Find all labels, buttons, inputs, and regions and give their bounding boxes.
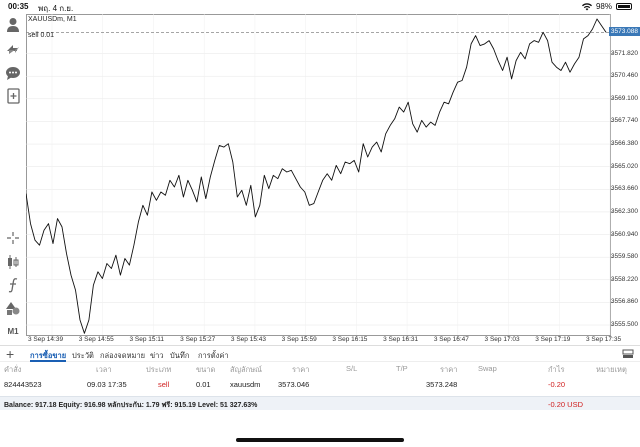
status-right: 98%	[581, 2, 632, 11]
col-sl: S/L	[346, 364, 358, 373]
tab-journal[interactable]: บันทึก	[170, 351, 190, 360]
time-label: 3 Sep 15:59	[281, 336, 317, 343]
tab-news[interactable]: ข่าว	[150, 351, 164, 360]
battery-icon	[616, 3, 632, 10]
order-time: 09.03 17:35	[87, 380, 127, 389]
chart-symbol: XAUUSDm, M1	[28, 16, 77, 23]
candles-icon[interactable]	[4, 253, 22, 271]
price-level-label: 3566.380	[610, 140, 638, 148]
wifi-icon	[581, 2, 592, 10]
chat-icon[interactable]	[4, 64, 22, 82]
time-label: 3 Sep 14:55	[78, 336, 114, 343]
balance-bar: Balance: 917.18 Equity: 916.98 หลักประกั…	[0, 396, 640, 410]
order-line-label: sell 0.01	[28, 32, 55, 39]
time-label: 3 Sep 15:11	[129, 336, 165, 343]
time-label: 3 Sep 15:27	[180, 336, 216, 343]
battery-percent: 98%	[595, 2, 612, 11]
price-level-label: 3555.500	[610, 321, 638, 329]
price-line	[26, 18, 607, 334]
status-bar: 00:35 พฤ. 4 ก.ย. 98%	[0, 0, 640, 14]
time-label: 3 Sep 14:39	[28, 336, 64, 343]
col-tp: T/P	[396, 364, 408, 373]
price-chart[interactable]: XAUUSDm, M1 sell 0.01 3571.820 3570.460 35…	[26, 14, 640, 343]
time-label: 3 Sep 17:03	[484, 336, 520, 343]
order-price-current: 3573.248	[426, 380, 458, 389]
col-symbol: สัญลักษณ์	[230, 365, 263, 374]
order-id: 824443523	[4, 380, 42, 389]
add-icon[interactable]: +	[6, 346, 15, 362]
price-level-label: 3559.580	[610, 253, 638, 261]
price-level-label: 3563.660	[610, 185, 638, 193]
chart-svg	[26, 14, 613, 338]
price-level-label: 3570.460	[610, 72, 638, 80]
current-price-tag: 3573.088	[608, 27, 640, 37]
balance-pl: -0.20 USD	[548, 400, 584, 409]
price-level-label: 3571.820	[610, 49, 638, 57]
col-profit: กำไร	[548, 365, 565, 374]
col-swap: Swap	[478, 364, 497, 373]
col-note: หมายเหตุ	[596, 365, 627, 374]
active-tab-indicator	[30, 360, 66, 362]
price-level-label: 3562.300	[610, 207, 638, 215]
order-size: 0.01	[196, 380, 211, 389]
tab-history[interactable]: ประวัติ	[72, 351, 94, 360]
add-document-icon[interactable]	[4, 87, 22, 105]
tab-mailbox[interactable]: กล่องจดหมาย	[100, 351, 146, 360]
col-order: คำสั่ง	[4, 365, 22, 374]
price-level-label: 3565.020	[610, 162, 638, 170]
price-level-label: 3556.860	[610, 298, 638, 306]
price-level-label: 3567.740	[610, 117, 638, 125]
order-profit: -0.20	[548, 380, 566, 389]
chart-toolbar: M1	[0, 14, 26, 339]
table-header: คำสั่ง เวลา ประเภท ขนาด สัญลักษณ์ ราคา S…	[0, 364, 640, 378]
time-label: 3 Sep 16:31	[383, 336, 419, 343]
shapes-icon[interactable]	[4, 299, 22, 317]
time-label: 3 Sep 17:19	[535, 336, 571, 343]
col-size: ขนาด	[196, 365, 216, 374]
order-price-open: 3573.046	[278, 380, 310, 389]
time-label: 3 Sep 16:15	[332, 336, 368, 343]
col-time: เวลา	[96, 365, 112, 374]
home-indicator[interactable]	[236, 438, 404, 442]
order-symbol: xauusdm	[230, 380, 261, 389]
col-price-open: ราคา	[292, 365, 310, 374]
status-date: พฤ. 4 ก.ย.	[38, 4, 74, 13]
crosshair-icon[interactable]	[4, 229, 22, 247]
layout-icon[interactable]	[622, 349, 634, 359]
tab-settings[interactable]: การตั้งค่า	[198, 351, 229, 360]
tab-trade[interactable]: การซื้อขาย	[30, 351, 67, 360]
chart-frame	[26, 14, 611, 336]
timeframe-button[interactable]: M1	[7, 326, 19, 336]
price-level-label: 3569.100	[610, 94, 638, 102]
person-icon[interactable]	[4, 16, 22, 34]
time-label: 3 Sep 15:43	[230, 336, 266, 343]
table-row[interactable]: 824443523 09.03 17:35 sell 0.01 xauusdm …	[0, 380, 640, 394]
col-price-current: ราคา	[440, 365, 458, 374]
status-time: 00:35	[8, 2, 29, 11]
transfer-icon[interactable]	[4, 40, 22, 58]
function-icon[interactable]	[4, 276, 22, 294]
terminal-toolbar: + การซื้อขาย ประวัติ กล่องจดหมาย ข่าว บั…	[0, 345, 640, 362]
order-type: sell	[158, 380, 170, 389]
col-type: ประเภท	[146, 365, 172, 374]
balance-text: Balance: 917.18 Equity: 916.98 หลักประกั…	[4, 402, 258, 409]
time-label: 3 Sep 17:35	[586, 336, 622, 343]
price-level-label: 3560.940	[610, 230, 638, 238]
price-level-label: 3558.220	[610, 275, 638, 283]
time-label: 3 Sep 16:47	[433, 336, 469, 343]
